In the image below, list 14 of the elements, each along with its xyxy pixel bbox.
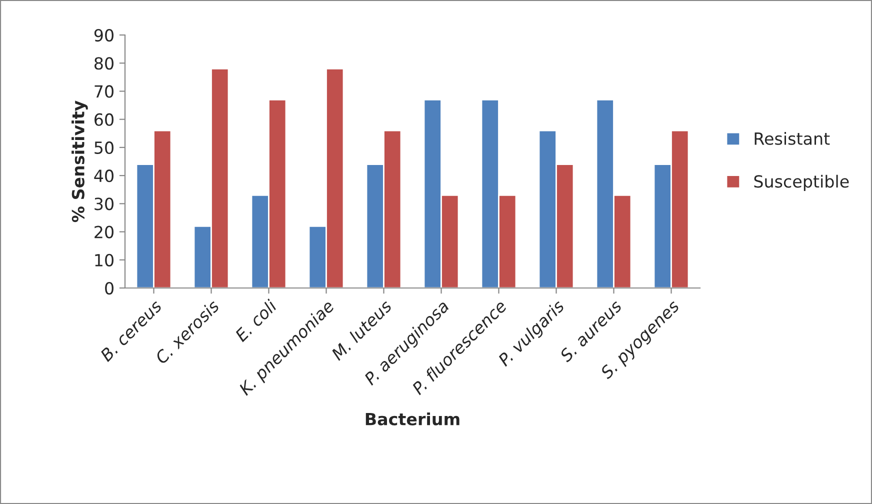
y-tick-label: 30: [94, 198, 114, 210]
legend-label: Resistant: [754, 132, 830, 145]
y-tick-label: 20: [94, 226, 114, 238]
y-tick-label: 40: [94, 170, 114, 182]
y-tick-label: 10: [95, 254, 114, 266]
y-tick-label: 0: [105, 282, 114, 295]
y-tick-label: 70: [94, 85, 114, 98]
legend-label: Susceptible: [754, 174, 849, 191]
y-tick-label: 60: [94, 113, 114, 126]
y-tick-label: 90: [94, 28, 114, 42]
y-tick-label: 50: [94, 141, 114, 154]
y-axis-title: % Sensitivity: [72, 100, 88, 222]
x-axis-title: Bacterium: [366, 412, 460, 426]
y-tick-label: 80: [94, 57, 114, 70]
